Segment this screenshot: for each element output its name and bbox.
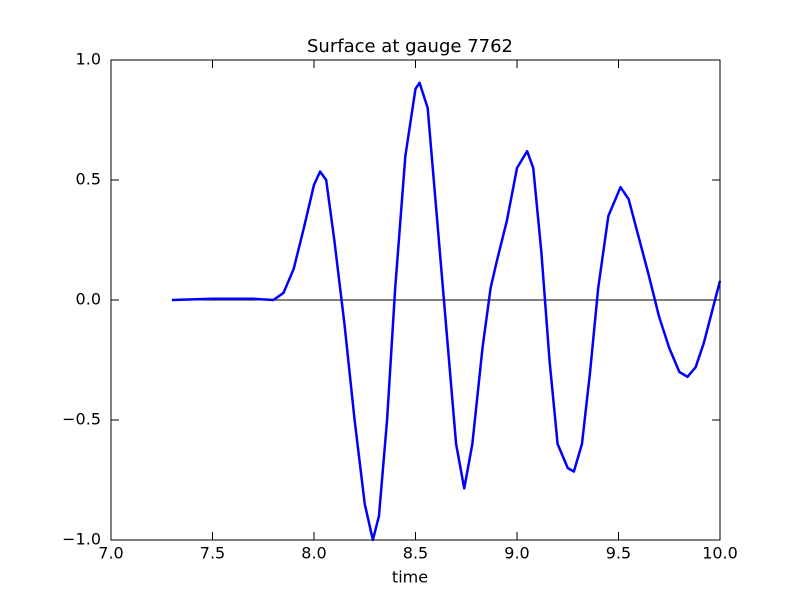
x-axis-label: time: [392, 568, 428, 587]
x-tick-label: 7.0: [98, 544, 123, 563]
line-series: [171, 81, 722, 542]
y-tick-label: −0.5: [62, 410, 101, 429]
x-tick-label: 9.0: [504, 544, 529, 563]
plot-frame: [110, 59, 721, 541]
x-tick-label: 7.5: [200, 544, 225, 563]
y-tick-label: 0.5: [76, 170, 101, 189]
x-tick-label: 8.0: [301, 544, 326, 563]
y-tick-label: 1.0: [76, 50, 101, 69]
y-tick-label: −1.0: [62, 530, 101, 549]
x-tick-label: 8.5: [403, 544, 428, 563]
x-tick-label: 10.0: [702, 544, 738, 563]
y-tick-label: 0.0: [76, 290, 101, 309]
chart-title: Surface at gauge 7762: [307, 36, 513, 57]
x-tick-label: 9.5: [606, 544, 631, 563]
